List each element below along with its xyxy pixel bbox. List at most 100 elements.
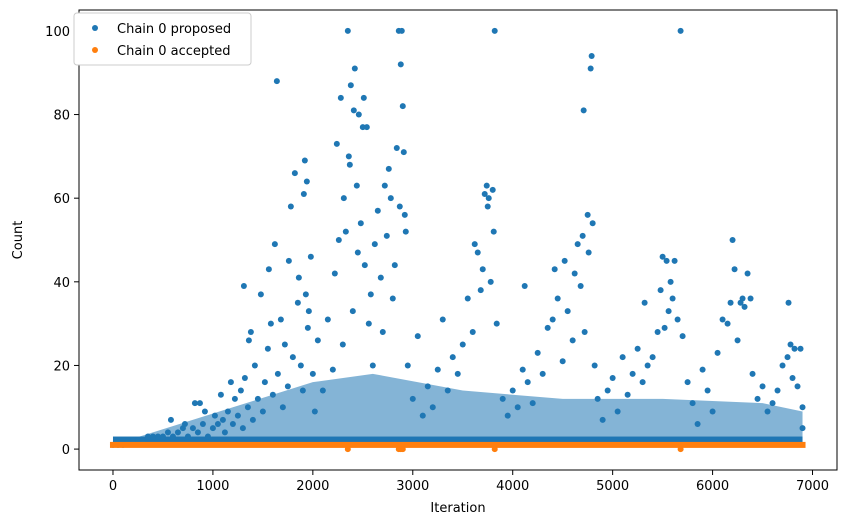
accepted-point [491,446,498,453]
proposed-point [300,191,307,197]
proposed-point [624,391,631,398]
proposed-point [493,320,500,327]
proposed-point [594,395,601,402]
proposed-point [149,433,156,440]
proposed-point [377,274,384,281]
proposed-point [564,308,571,315]
proposed-point [474,249,481,256]
proposed-point [181,421,188,427]
proposed-point [342,228,349,235]
proposed-point [485,195,492,202]
x-tick-label: 4000 [496,479,529,494]
proposed-point [201,408,208,415]
proposed-point [677,27,684,34]
proposed-point [297,362,304,369]
proposed-point [641,299,648,306]
proposed-point [211,412,218,419]
proposed-point [774,387,781,394]
proposed-point [307,253,314,260]
proposed-point [490,228,497,235]
proposed-point [654,329,661,335]
proposed-point [363,124,370,131]
proposed-point [464,295,471,302]
proposed-point [529,400,536,407]
proposed-point [477,287,484,294]
proposed-point [229,421,236,427]
proposed-point [665,308,672,315]
proposed-point [234,412,241,419]
proposed-point [346,161,353,168]
proposed-point [614,408,621,415]
proposed-point [324,316,331,323]
proposed-point [164,429,171,436]
proposed-point [669,295,676,302]
proposed-point [689,400,696,407]
proposed-point [311,408,318,415]
proposed-point [347,82,354,89]
proposed-point [261,379,268,386]
proposed-point [227,379,234,386]
proposed-point [184,433,191,440]
proposed-point [419,412,426,419]
proposed-point [671,257,678,264]
proposed-point [719,316,726,323]
legend-proposed-marker [92,25,98,31]
proposed-point [196,400,203,407]
proposed-point [581,329,588,335]
proposed-point [295,274,302,281]
proposed-point [265,266,272,273]
y-tick-label: 40 [53,276,70,291]
proposed-point [269,391,276,398]
proposed-point [634,345,641,352]
proposed-point [657,287,664,294]
proposed-point [274,370,281,377]
proposed-point [302,291,309,298]
proposed-point [509,387,516,394]
y-tick-label: 20 [53,359,70,374]
proposed-point [299,387,306,394]
proposed-point [337,94,344,101]
proposed-point [759,383,766,390]
x-tick-label: 5000 [596,479,629,494]
proposed-point [167,416,174,423]
x-axis-label: Iteration [430,501,485,516]
proposed-point [285,257,292,264]
proposed-point [779,362,786,369]
proposed-point [661,324,668,331]
proposed-point [335,237,342,243]
proposed-point [585,249,592,256]
proposed-point [355,111,362,118]
proposed-point [724,320,731,327]
proposed-point [257,291,264,298]
proposed-point [350,107,357,114]
proposed-point [191,400,198,407]
proposed-point [391,262,398,269]
proposed-point [289,354,296,361]
proposed-point [319,387,326,394]
proposed-point [393,145,400,151]
proposed-point [249,416,256,423]
proposed-point [729,237,736,243]
proposed-point [424,383,431,390]
accepted-baseline [109,441,806,448]
proposed-point [281,341,288,348]
y-tick-label: 0 [62,443,70,458]
proposed-point [459,341,466,348]
proposed-point [237,387,244,394]
proposed-point [264,345,271,352]
proposed-point [385,165,392,172]
proposed-point [277,316,284,323]
proposed-point [224,408,231,415]
proposed-point [609,375,616,381]
proposed-point [387,195,394,202]
proposed-point [287,203,294,210]
y-ticks: 0 20 40 60 80 100 [45,25,79,458]
x-tick-label: 3000 [396,479,429,494]
proposed-point [483,182,490,189]
proposed-point [764,408,771,415]
x-tick-label: 7000 [796,479,829,494]
proposed-point [794,383,801,390]
proposed-point [489,186,496,193]
accepted-point [677,446,684,453]
proposed-point [159,433,166,440]
